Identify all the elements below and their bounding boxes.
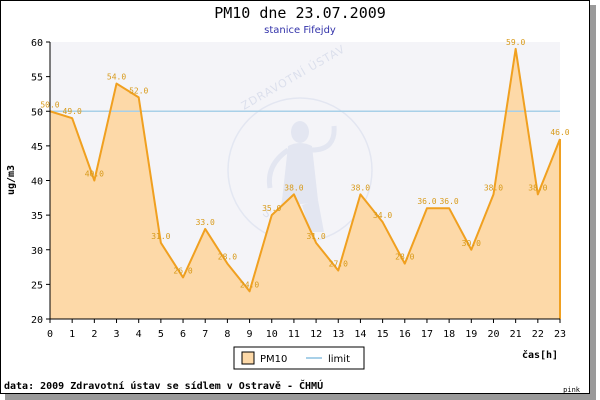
data-label: 27.0 <box>329 260 348 269</box>
x-tick-label: 4 <box>136 329 142 340</box>
x-tick-label: 0 <box>47 329 53 340</box>
x-axis-label: čas[h] <box>522 349 558 361</box>
x-tick-label: 3 <box>114 329 120 340</box>
data-label: 38.0 <box>351 183 370 192</box>
data-label: 26.0 <box>173 266 192 275</box>
chart-title: PM10 dne 23.07.2009 <box>214 4 386 22</box>
x-tick-label: 8 <box>224 329 230 340</box>
legend-label-limit: limit <box>328 354 350 365</box>
x-tick-label: 18 <box>443 329 455 340</box>
x-tick-label: 20 <box>487 329 499 340</box>
data-label: 52.0 <box>129 86 148 95</box>
y-tick-label: 30 <box>31 246 43 257</box>
corner-label: pink <box>563 386 581 394</box>
x-tick-label: 11 <box>288 329 300 340</box>
y-tick-label: 25 <box>31 280 43 291</box>
x-tick-label: 21 <box>510 329 522 340</box>
data-label: 24.0 <box>240 280 259 289</box>
frame-shadow-right <box>590 5 596 399</box>
x-tick-label: 2 <box>91 329 97 340</box>
pm10-area-fill <box>50 48 560 320</box>
x-tick-label: 19 <box>465 329 477 340</box>
data-label: 28.0 <box>218 253 237 262</box>
data-label: 59.0 <box>506 38 525 47</box>
data-source-footer: data: 2009 Zdravotní ústav se sídlem v O… <box>4 379 323 392</box>
x-tick-label: 23 <box>554 329 566 340</box>
x-tick-label: 6 <box>180 329 186 340</box>
data-label: 54.0 <box>107 73 126 82</box>
legend-swatch-pm10 <box>241 351 255 365</box>
y-tick-label: 50 <box>31 107 43 118</box>
frame-shadow-bottom <box>5 394 596 400</box>
x-tick-label: 15 <box>377 329 389 340</box>
data-label: 33.0 <box>196 218 215 227</box>
data-label: 28.0 <box>395 253 414 262</box>
data-label: 49.0 <box>63 107 82 116</box>
data-label: 30.0 <box>462 239 481 248</box>
data-label: 38.0 <box>528 183 547 192</box>
data-label: 34.0 <box>373 211 392 220</box>
legend-label-pm10: PM10 <box>260 354 287 365</box>
data-label: 31.0 <box>306 232 325 241</box>
data-label: 35.0 <box>262 204 281 213</box>
pm10-line <box>49 47 561 293</box>
y-tick-label: 45 <box>31 142 43 153</box>
data-label: 40.0 <box>85 170 104 179</box>
y-tick-label: 20 <box>31 315 43 326</box>
y-axis-label: ug/m3 <box>6 165 17 195</box>
x-tick-label: 22 <box>532 329 544 340</box>
data-label: 46.0 <box>550 128 569 137</box>
x-tick-label: 1 <box>69 329 75 340</box>
data-label: 31.0 <box>151 232 170 241</box>
x-tick-label: 12 <box>310 329 322 340</box>
y-tick-label: 40 <box>31 177 43 188</box>
x-tick-label: 13 <box>332 329 344 340</box>
x-tick-label: 14 <box>354 329 366 340</box>
y-tick-label: 60 <box>31 38 43 49</box>
legend: PM10 limit <box>233 346 365 370</box>
y-tick-label: 55 <box>31 73 43 84</box>
x-tick-label: 17 <box>421 329 433 340</box>
x-tick-label: 5 <box>158 329 164 340</box>
chart-subtitle: stanice Fifejdy <box>264 25 336 36</box>
data-label: 36.0 <box>417 197 436 206</box>
x-tick-label: 9 <box>247 329 253 340</box>
x-tick-label: 7 <box>202 329 208 340</box>
data-label: 38.0 <box>484 183 503 192</box>
data-label: 36.0 <box>439 197 458 206</box>
y-tick-label: 35 <box>31 211 43 222</box>
data-label: 38.0 <box>284 183 303 192</box>
x-tick-label: 10 <box>266 329 278 340</box>
x-tick-label: 16 <box>399 329 411 340</box>
